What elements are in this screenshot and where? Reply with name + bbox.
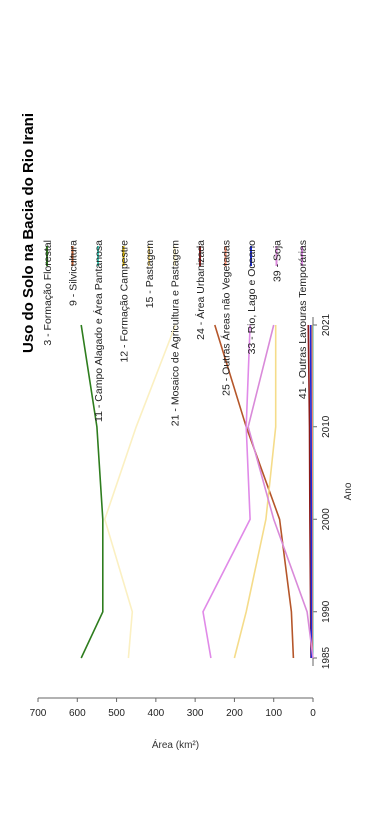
y-tick-label: 500 bbox=[108, 708, 125, 719]
legend-label: 9 - Silvicultura bbox=[68, 240, 80, 306]
y-tick-label: 600 bbox=[69, 708, 86, 719]
legend-label: 39 - Soja bbox=[272, 240, 284, 282]
x-tick-label: 2000 bbox=[321, 508, 332, 531]
legend-label: 3 - Formação Florestal bbox=[42, 240, 54, 346]
y-tick-label: 0 bbox=[310, 708, 316, 719]
legend-label: 21 - Mosaico de Agricultura e Pastagem bbox=[170, 240, 182, 426]
x-tick-label: 2021 bbox=[321, 313, 332, 336]
legend: 3 - Formação Florestal 9 - Silvicultura 11… bbox=[42, 240, 309, 426]
x-tick-label: 2010 bbox=[321, 415, 332, 438]
y-tick-label: 300 bbox=[187, 708, 204, 719]
chart-title: Uso do Solo na Bacia do Rio Irani bbox=[20, 113, 37, 353]
legend-label: 11 - Campo Alagado e Área Pantanosa bbox=[92, 240, 105, 422]
x-tick-label: 1990 bbox=[321, 600, 332, 623]
y-tick-label: 400 bbox=[148, 708, 165, 719]
y-axis-label: Área (km²) bbox=[152, 738, 199, 751]
y-tick-label: 100 bbox=[265, 708, 282, 719]
plot-area: 0 100 200 300 400 500 600 700 1985 1990 2000 2010 20… bbox=[30, 313, 332, 719]
series-line bbox=[103, 324, 177, 659]
legend-label: 25 - Outras Áreas não Vegetadas bbox=[220, 240, 233, 396]
x-axis-label: Ano bbox=[343, 482, 354, 500]
y-tick-label: 700 bbox=[30, 708, 47, 719]
legend-label: 12 - Formação Campestre bbox=[119, 240, 131, 363]
series-line bbox=[233, 325, 277, 659]
legend-label: 33 - Rio, Lago e Oceano bbox=[246, 240, 258, 355]
y-tick-label: 200 bbox=[226, 708, 243, 719]
legend-label: 24 - Área Urbanizada bbox=[194, 240, 207, 340]
x-tick-label: 1985 bbox=[321, 646, 332, 669]
legend-label: 15 - Pastagem bbox=[144, 240, 156, 309]
legend-label: 41 - Outras Lavouras Temporárias bbox=[297, 240, 309, 399]
series-line bbox=[309, 324, 313, 658]
